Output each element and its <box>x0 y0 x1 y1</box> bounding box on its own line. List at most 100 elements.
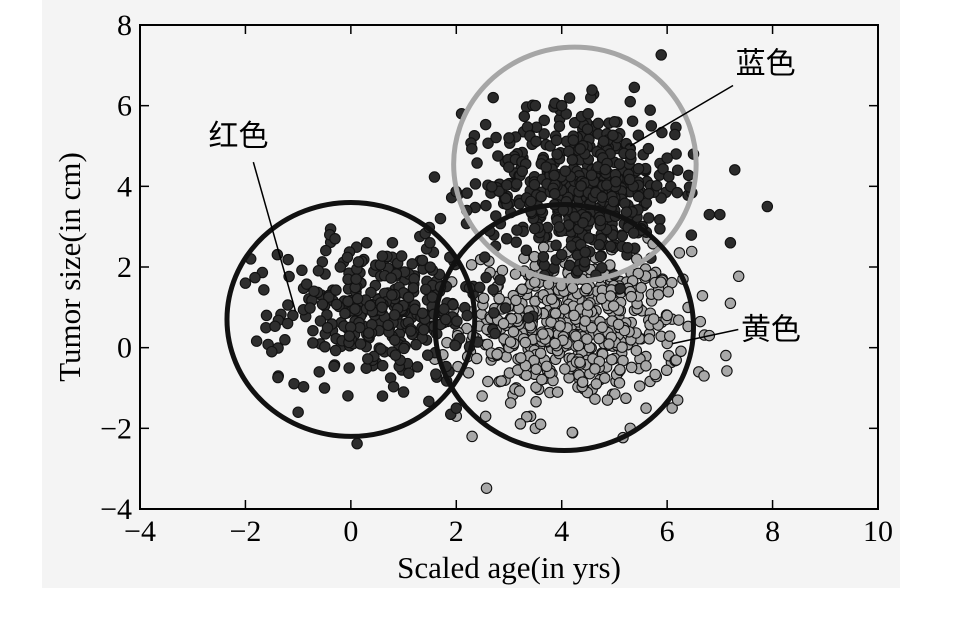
data-point <box>329 344 342 357</box>
data-point <box>538 114 551 127</box>
data-point <box>549 337 561 350</box>
data-point <box>721 365 733 377</box>
data-point <box>626 115 639 127</box>
y-tick-label: −2 <box>100 412 132 445</box>
data-point <box>395 250 408 262</box>
data-point <box>499 302 512 314</box>
data-point <box>574 356 586 369</box>
data-point <box>343 330 356 342</box>
data-point <box>272 371 284 384</box>
data-point <box>537 250 550 263</box>
data-point <box>349 303 361 315</box>
data-point <box>536 373 548 386</box>
data-point <box>360 237 373 249</box>
data-point <box>612 318 625 331</box>
data-point <box>566 426 579 439</box>
data-point <box>360 362 372 374</box>
data-point <box>480 482 493 494</box>
data-point <box>608 116 621 128</box>
y-tick-label: 4 <box>117 170 132 203</box>
data-point <box>515 352 527 364</box>
data-point <box>555 248 568 261</box>
data-point <box>510 236 522 248</box>
data-point <box>471 157 483 169</box>
data-point <box>599 163 612 176</box>
data-point <box>549 187 561 200</box>
data-point <box>599 372 611 384</box>
data-point <box>643 333 656 345</box>
data-point <box>652 289 665 301</box>
data-point <box>250 335 263 347</box>
data-point <box>239 277 252 289</box>
data-point <box>423 395 435 408</box>
x-tick-label: −2 <box>229 515 261 548</box>
data-point <box>387 380 400 393</box>
data-point <box>321 322 334 334</box>
data-point <box>549 307 562 320</box>
data-point <box>397 386 410 398</box>
data-point <box>685 229 698 241</box>
data-point <box>287 309 299 322</box>
data-point <box>620 392 632 404</box>
data-point <box>473 281 486 294</box>
data-point <box>376 301 388 313</box>
data-point <box>503 161 515 173</box>
data-point <box>647 313 660 325</box>
y-tick-label: −4 <box>100 493 132 526</box>
y-tick-label: 6 <box>117 90 132 123</box>
data-point <box>494 274 506 286</box>
data-point <box>603 338 615 350</box>
data-point <box>529 99 542 112</box>
data-point <box>635 281 647 294</box>
data-point <box>559 165 572 177</box>
x-tick-label: 2 <box>449 515 464 548</box>
data-point <box>288 377 300 390</box>
data-point <box>382 319 394 332</box>
data-point <box>616 341 628 353</box>
data-point <box>632 162 645 175</box>
data-point <box>596 191 608 203</box>
data-point <box>585 169 598 181</box>
data-point <box>449 339 461 352</box>
x-tick-label: 4 <box>554 515 569 548</box>
data-point <box>516 283 528 296</box>
annotation-leader-line <box>672 328 739 345</box>
data-point <box>495 375 507 387</box>
data-point <box>576 376 589 388</box>
data-point <box>567 134 580 146</box>
annotation-label: 黄色 <box>741 313 801 348</box>
data-point <box>318 382 331 394</box>
data-point <box>304 302 316 314</box>
data-point <box>645 120 658 132</box>
data-point <box>466 142 478 155</box>
data-point <box>421 349 434 361</box>
data-point <box>670 354 682 366</box>
data-point <box>402 291 415 303</box>
data-point <box>590 378 603 390</box>
data-point <box>530 363 542 375</box>
data-point <box>466 430 478 443</box>
data-point <box>403 367 415 379</box>
data-point <box>581 333 593 345</box>
data-point <box>323 291 335 303</box>
data-point <box>579 315 591 327</box>
data-point <box>607 195 620 208</box>
data-point <box>260 309 273 322</box>
data-point <box>583 232 595 244</box>
data-point <box>492 150 504 162</box>
data-point <box>514 418 527 430</box>
data-point <box>604 290 617 302</box>
data-point <box>625 290 638 303</box>
data-point <box>504 336 517 348</box>
data-point <box>510 294 522 307</box>
data-point <box>623 173 636 186</box>
data-point <box>662 286 675 298</box>
data-point <box>720 349 732 362</box>
data-point <box>489 327 501 340</box>
data-point <box>416 254 429 267</box>
data-point <box>577 217 589 229</box>
data-point <box>566 154 579 166</box>
data-point <box>491 348 503 360</box>
data-point <box>761 200 774 213</box>
data-point <box>550 134 563 147</box>
